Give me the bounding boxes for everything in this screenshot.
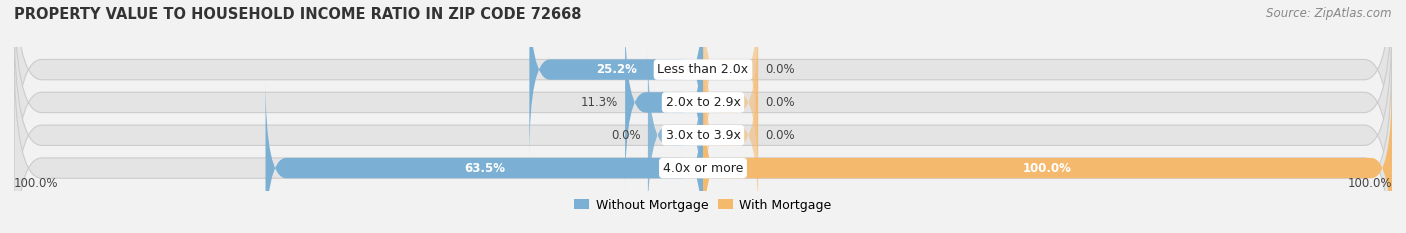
FancyBboxPatch shape <box>14 47 1392 233</box>
Text: 63.5%: 63.5% <box>464 161 505 175</box>
FancyBboxPatch shape <box>14 14 1392 233</box>
FancyBboxPatch shape <box>703 47 758 224</box>
Text: 0.0%: 0.0% <box>765 129 794 142</box>
FancyBboxPatch shape <box>703 14 758 191</box>
Text: 0.0%: 0.0% <box>612 129 641 142</box>
FancyBboxPatch shape <box>703 80 1392 233</box>
Text: 100.0%: 100.0% <box>1347 177 1392 190</box>
Text: PROPERTY VALUE TO HOUSEHOLD INCOME RATIO IN ZIP CODE 72668: PROPERTY VALUE TO HOUSEHOLD INCOME RATIO… <box>14 7 582 22</box>
Text: Less than 2.0x: Less than 2.0x <box>658 63 748 76</box>
FancyBboxPatch shape <box>14 0 1392 224</box>
FancyBboxPatch shape <box>14 0 1392 191</box>
Text: 100.0%: 100.0% <box>1024 161 1071 175</box>
Text: Source: ZipAtlas.com: Source: ZipAtlas.com <box>1267 7 1392 20</box>
FancyBboxPatch shape <box>703 0 758 158</box>
FancyBboxPatch shape <box>648 47 703 224</box>
Text: 25.2%: 25.2% <box>596 63 637 76</box>
Text: 3.0x to 3.9x: 3.0x to 3.9x <box>665 129 741 142</box>
FancyBboxPatch shape <box>266 80 703 233</box>
Legend: Without Mortgage, With Mortgage: Without Mortgage, With Mortgage <box>569 194 837 217</box>
FancyBboxPatch shape <box>530 0 703 158</box>
Text: 4.0x or more: 4.0x or more <box>662 161 744 175</box>
Text: 0.0%: 0.0% <box>765 96 794 109</box>
FancyBboxPatch shape <box>626 14 703 191</box>
Text: 11.3%: 11.3% <box>581 96 619 109</box>
Text: 100.0%: 100.0% <box>14 177 59 190</box>
Text: 0.0%: 0.0% <box>765 63 794 76</box>
Text: 2.0x to 2.9x: 2.0x to 2.9x <box>665 96 741 109</box>
